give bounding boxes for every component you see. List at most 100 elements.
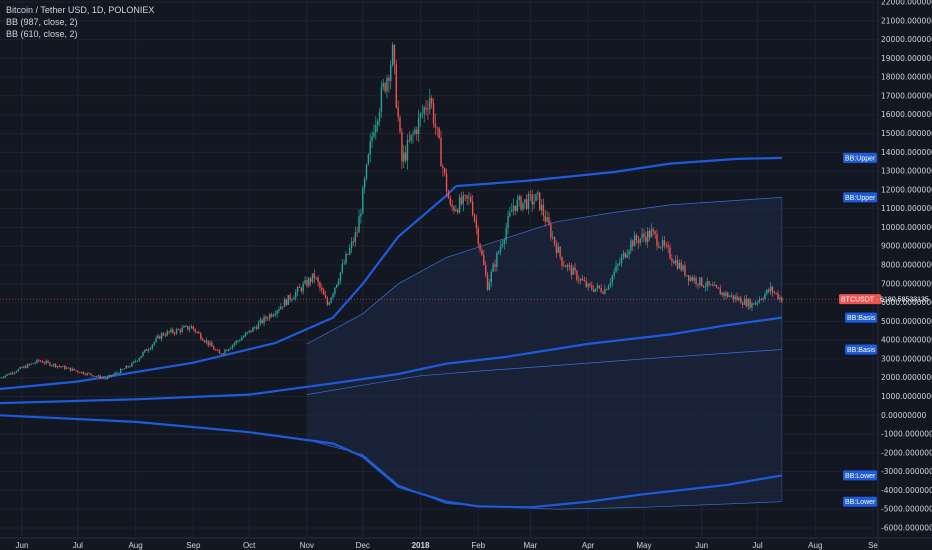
- candle-body: [216, 349, 219, 351]
- candle-body: [440, 137, 442, 167]
- candle-body: [6, 374, 8, 376]
- candle-body: [97, 375, 100, 377]
- candle-body: [185, 325, 187, 327]
- badge-price: [839, 294, 881, 305]
- candle-body: [671, 258, 673, 262]
- candle-body: [47, 361, 49, 363]
- y-tick-label: -6000.00000000: [881, 524, 932, 533]
- candle-body: [19, 367, 21, 370]
- y-tick-label: 6000.00000000: [881, 298, 932, 307]
- candle-body: [704, 286, 707, 288]
- candle-body: [93, 376, 96, 378]
- x-tick-label: Jun: [695, 541, 708, 550]
- candle-body: [140, 355, 142, 359]
- candle-body: [730, 295, 733, 297]
- candle-body: [213, 346, 215, 350]
- candle-body: [382, 83, 384, 88]
- candle-body: [311, 273, 314, 283]
- candle-body: [766, 289, 768, 294]
- candle-body: [589, 283, 591, 286]
- candle-body: [417, 117, 420, 135]
- candle-body: [512, 205, 515, 211]
- legend-study-bb610[interactable]: BB (610, close, 2): [6, 29, 78, 39]
- candle-body: [542, 204, 545, 216]
- candle-body: [164, 335, 167, 337]
- candle-body: [484, 264, 487, 275]
- candle-body: [291, 299, 293, 301]
- candle-body: [622, 252, 625, 257]
- candle-body: [445, 173, 448, 192]
- candle-body: [481, 250, 483, 256]
- candle-body: [272, 314, 275, 317]
- candle-body: [695, 277, 697, 284]
- candle-body: [667, 245, 669, 248]
- candle-body: [633, 235, 636, 247]
- candle-body: [561, 256, 563, 266]
- candle-body: [106, 376, 109, 379]
- axis-badges: BTCUSDT · 6180.58533135 BB:Upper BB:Upper B…: [839, 152, 929, 507]
- candle-body: [460, 197, 463, 204]
- candle-body: [77, 370, 79, 373]
- candle-body: [73, 368, 75, 371]
- candle-body: [39, 360, 42, 362]
- candle-body: [255, 327, 258, 329]
- candle-body: [768, 289, 770, 292]
- candle-body: [732, 295, 735, 300]
- candle-body: [419, 113, 422, 118]
- legend-symbol-title[interactable]: Bitcoin / Tether USD, 1D, POLONIEX: [6, 5, 155, 15]
- candle-body: [79, 372, 81, 373]
- candle-body: [103, 377, 105, 379]
- candle-body: [138, 358, 141, 361]
- candle-body: [457, 209, 459, 213]
- candle-body: [75, 370, 77, 372]
- candle-body: [747, 299, 749, 307]
- candle-body: [619, 262, 621, 265]
- legend-study-bb987[interactable]: BB (987, close, 2): [6, 17, 78, 27]
- candle-body: [220, 353, 222, 355]
- candle-body: [298, 287, 301, 288]
- candle-body: [341, 264, 343, 273]
- candle-body: [175, 329, 178, 334]
- candle-body: [553, 236, 556, 244]
- candle-body: [736, 296, 738, 300]
- y-axis[interactable]: 22000.00000000 21000.00000000 20000.000000…: [877, 0, 932, 550]
- y-tick-label: 18000.00000000: [881, 73, 932, 82]
- candle-body: [572, 267, 574, 275]
- candle-body: [643, 233, 645, 237]
- candle-body: [719, 288, 722, 295]
- candle-body: [319, 282, 321, 288]
- candle-body: [116, 372, 118, 374]
- x-axis[interactable]: Jun Jul Aug Sep Oct Nov Dec 2018 Feb Mar Apr May Jun…: [0, 537, 932, 550]
- candle-body: [578, 279, 580, 281]
- candle-body: [565, 265, 567, 268]
- candle-body: [270, 314, 273, 317]
- candle-body: [300, 287, 303, 292]
- candle-body: [146, 349, 148, 351]
- candle-body: [645, 236, 647, 242]
- candle-body: [538, 192, 541, 211]
- candle-body: [41, 361, 44, 363]
- candle-body: [194, 329, 196, 332]
- candle-body: [200, 333, 202, 339]
- candle-body: [583, 280, 586, 282]
- candle-body: [769, 286, 772, 292]
- candle-body: [455, 209, 457, 211]
- candle-body: [475, 220, 478, 228]
- candle-body: [211, 342, 213, 347]
- candle-body: [0, 377, 3, 379]
- candle-body: [328, 302, 330, 305]
- y-tick-label: -5000.00000000: [881, 505, 932, 514]
- candle-body: [550, 224, 552, 238]
- candle-body: [725, 292, 727, 296]
- candle-body: [490, 271, 492, 283]
- candle-body: [252, 327, 254, 332]
- candle-body: [535, 194, 537, 202]
- candle-body: [58, 366, 60, 367]
- candle-body: [183, 326, 185, 328]
- x-tick-label: Nov: [300, 541, 314, 550]
- candle-body: [149, 348, 152, 350]
- candle-body: [237, 340, 239, 342]
- candle-body: [92, 375, 94, 377]
- candle-body: [604, 289, 606, 294]
